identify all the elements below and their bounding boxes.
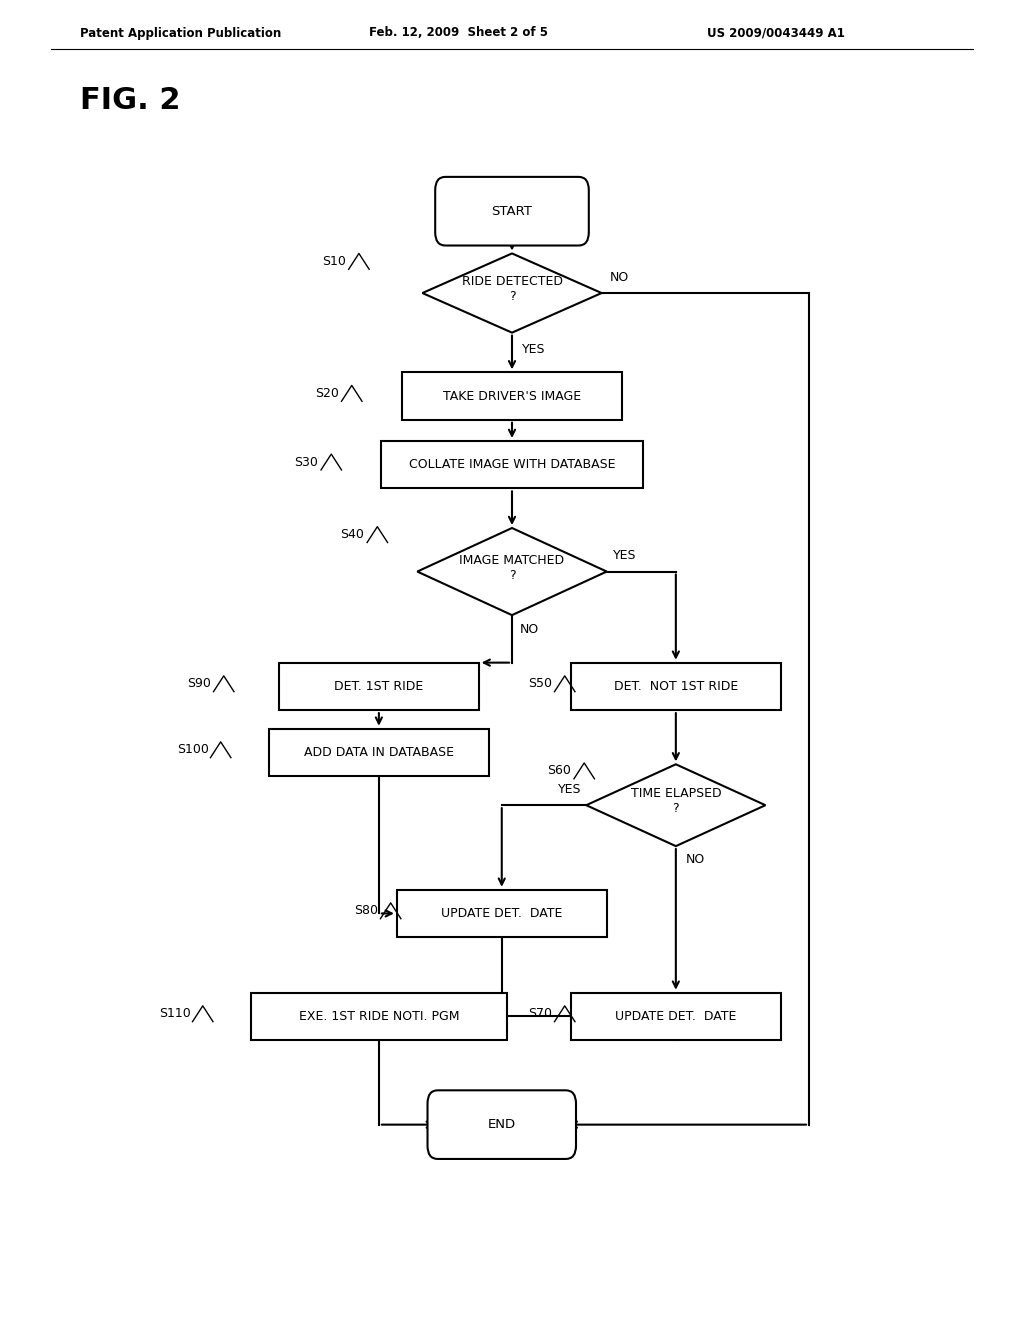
Text: S100: S100	[177, 743, 209, 756]
Bar	[268, 729, 489, 776]
FancyBboxPatch shape	[428, 1090, 575, 1159]
Text: START: START	[492, 205, 532, 218]
Bar	[381, 441, 643, 488]
Text: S90: S90	[186, 677, 211, 690]
Text: RIDE DETECTED
?: RIDE DETECTED ?	[462, 275, 562, 304]
Text: S80: S80	[354, 904, 378, 917]
Text: S30: S30	[295, 455, 318, 469]
Text: END: END	[487, 1118, 516, 1131]
Bar	[571, 663, 780, 710]
Text: IMAGE MATCHED
?: IMAGE MATCHED ?	[460, 553, 564, 582]
Text: EXE. 1ST RIDE NOTI. PGM: EXE. 1ST RIDE NOTI. PGM	[299, 1010, 459, 1023]
Text: YES: YES	[558, 783, 582, 796]
Text: S60: S60	[547, 764, 571, 777]
Bar	[401, 372, 623, 420]
Text: S40: S40	[340, 528, 365, 541]
Text: YES: YES	[522, 343, 546, 356]
Text: DET. 1ST RIDE: DET. 1ST RIDE	[334, 680, 424, 693]
FancyBboxPatch shape	[435, 177, 589, 246]
Text: TAKE DRIVER'S IMAGE: TAKE DRIVER'S IMAGE	[443, 389, 581, 403]
Text: Feb. 12, 2009  Sheet 2 of 5: Feb. 12, 2009 Sheet 2 of 5	[369, 26, 548, 40]
Text: S20: S20	[315, 387, 339, 400]
Text: UPDATE DET.  DATE: UPDATE DET. DATE	[441, 907, 562, 920]
Text: FIG. 2: FIG. 2	[80, 86, 180, 115]
Text: Patent Application Publication: Patent Application Publication	[80, 26, 282, 40]
Text: ADD DATA IN DATABASE: ADD DATA IN DATABASE	[304, 746, 454, 759]
Text: TIME ELAPSED
?: TIME ELAPSED ?	[631, 787, 721, 816]
Polygon shape	[422, 253, 602, 333]
Polygon shape	[418, 528, 606, 615]
Text: NO: NO	[686, 853, 706, 866]
Text: YES: YES	[612, 549, 636, 562]
Text: COLLATE IMAGE WITH DATABASE: COLLATE IMAGE WITH DATABASE	[409, 458, 615, 471]
Text: NO: NO	[610, 271, 629, 284]
Text: DET.  NOT 1ST RIDE: DET. NOT 1ST RIDE	[613, 680, 738, 693]
Text: S50: S50	[528, 677, 552, 690]
Text: UPDATE DET.  DATE: UPDATE DET. DATE	[615, 1010, 736, 1023]
Bar	[397, 890, 606, 937]
Bar	[251, 993, 507, 1040]
Bar	[279, 663, 478, 710]
Text: S70: S70	[528, 1007, 552, 1020]
Text: US 2009/0043449 A1: US 2009/0043449 A1	[707, 26, 845, 40]
Text: NO: NO	[520, 623, 540, 636]
Text: S110: S110	[159, 1007, 190, 1020]
Text: S10: S10	[322, 255, 346, 268]
Polygon shape	[586, 764, 766, 846]
Bar	[571, 993, 780, 1040]
